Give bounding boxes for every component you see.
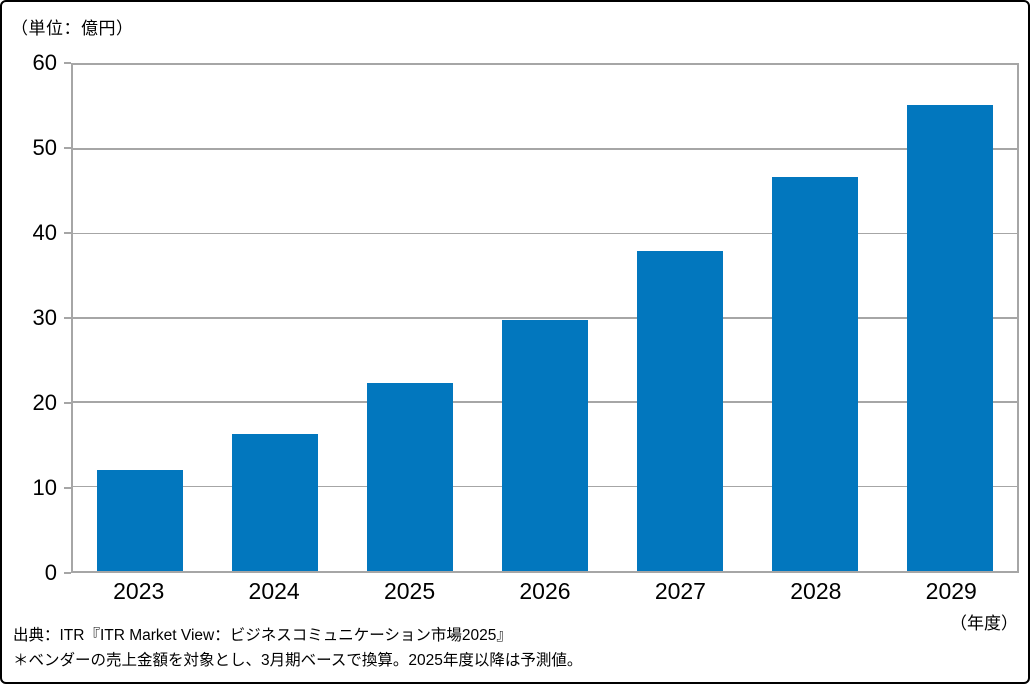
- y-tick-60: [64, 62, 71, 64]
- bar-column-2023: [73, 65, 208, 571]
- y-axis-label-0: 0: [44, 560, 57, 585]
- y-axis-label-10: 10: [32, 475, 57, 500]
- y-tick-30: [64, 317, 71, 319]
- x-axis-label-2025: 2025: [383, 578, 436, 604]
- source-line-2: ＊ベンダーの売上金額を対象とし、3月期ベースで換算。2025年度以降は予測値。: [13, 652, 583, 669]
- x-axis-label-2029: 2029: [925, 578, 977, 604]
- x-axis-label-2026: 2026: [519, 578, 571, 604]
- x-axis-unit-label: （年度）: [950, 614, 1018, 633]
- y-tick-20: [64, 401, 71, 404]
- bar-column-2029: [882, 65, 1017, 571]
- x-axis-label-2027: 2027: [654, 578, 706, 604]
- gridline-30: [73, 317, 1017, 319]
- y-axis-label-40: 40: [32, 219, 57, 245]
- x-axis-label-2024: 2024: [248, 578, 300, 604]
- bar-column-2025: [343, 65, 478, 571]
- bar-2029: [906, 105, 993, 571]
- bar-column-2024: [208, 65, 343, 571]
- gridline-40: [73, 232, 1017, 235]
- bar-2025: [367, 382, 454, 571]
- y-tick-40: [64, 231, 71, 234]
- y-axis-unit-label: （単位：億円）: [11, 19, 134, 38]
- y-tick-50: [64, 146, 71, 149]
- bar-2028: [771, 177, 858, 571]
- y-axis-label-60: 60: [32, 50, 57, 75]
- x-axis-labels: 2023 2024 2025 2026 2027 2028 2029: [71, 578, 1019, 604]
- bar-column-2028: [747, 65, 882, 571]
- bar-column-2027: [612, 65, 747, 571]
- source-line-1: 出典：ITR『ITR Market View：ビジネスコミュニケーション市場20…: [13, 627, 512, 644]
- bar-2026: [502, 319, 588, 571]
- bar-2024: [232, 433, 319, 571]
- bar-2027: [636, 250, 723, 571]
- bar-2023: [97, 469, 184, 571]
- bar-column-2026: [478, 65, 613, 571]
- x-axis-label-2028: 2028: [790, 578, 842, 604]
- plot-area: [71, 63, 1019, 573]
- y-tick-10: [64, 487, 71, 489]
- y-axis-label-20: 20: [32, 389, 57, 415]
- y-axis-label-30: 30: [32, 305, 57, 330]
- x-axis-label-2023: 2023: [113, 578, 165, 604]
- source-note: 出典：ITR『ITR Market View：ビジネスコミュニケーション市場20…: [13, 623, 582, 673]
- y-axis: 0 10 20 30 40 50 60: [2, 50, 71, 585]
- y-axis-label-50: 50: [32, 134, 57, 160]
- gridline-50: [73, 148, 1017, 150]
- y-tick-0: [64, 572, 71, 574]
